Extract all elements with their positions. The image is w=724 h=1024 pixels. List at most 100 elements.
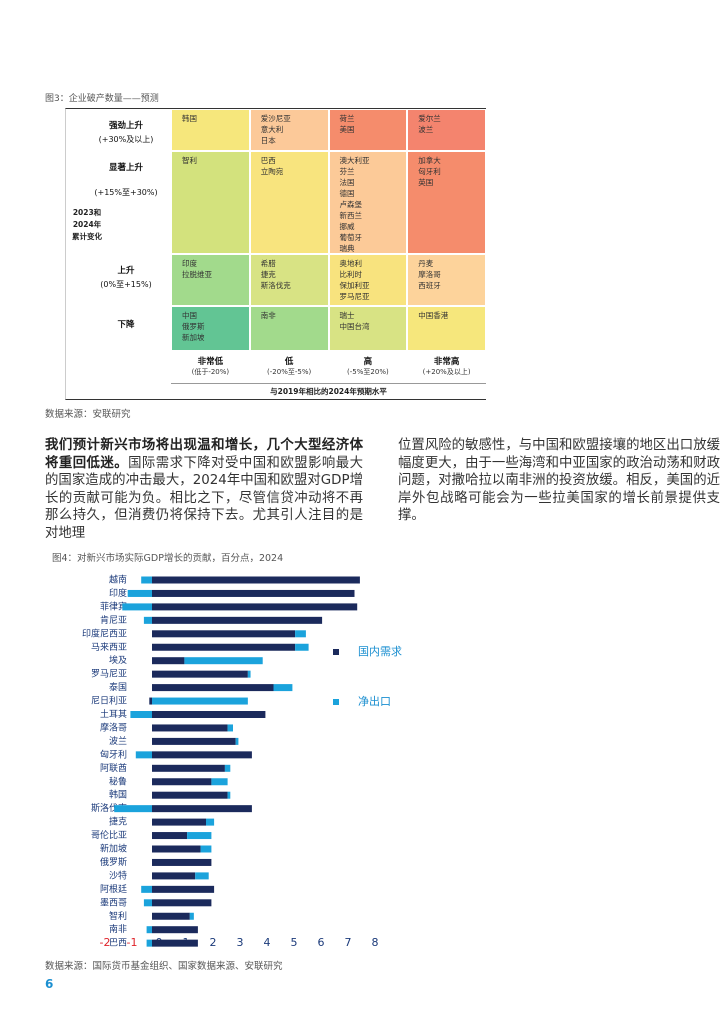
bar-segment [152,912,190,920]
column-label: 低 (-20%至-5%) [250,355,329,377]
bar-segment [152,885,215,893]
country: 新加坡 [182,333,205,342]
x-tick-label: 5 [291,936,298,949]
row-label: 显著上升 (+15%至+30%) [86,161,166,198]
country: 立陶宛 [260,167,284,176]
country: 罗马尼亚 [339,292,370,301]
x-tick-label: -2 [100,936,111,949]
x-tick-label: 7 [345,936,352,949]
country: 希腊 [260,259,276,268]
bar-segment [187,832,212,840]
body-right: 位置风险的敏感性，与中国和欧盟接壤的地区出口放缓幅度更大，由于一些海湾和中亚国家… [398,438,720,524]
x-tick-label: 2 [210,936,217,949]
bar-segment [146,939,152,947]
row-group-label: 2023和2024年累计变化 [72,208,102,241]
y-tick-label: 泰国 [109,681,127,693]
y-tick-label: 巴西 [109,938,127,949]
bar-segment [189,912,194,920]
bar-segment [152,832,188,840]
country: 巴西 [260,156,276,165]
country: 波兰 [418,125,434,134]
country: 爱沙尼亚 [260,114,291,123]
bar-segment [141,885,152,893]
y-tick-label: 土耳其 [100,708,127,720]
country: 德国 [339,189,355,198]
x-tick-label: -1 [127,936,138,949]
bar-segment [152,939,198,947]
y-tick-label: 沙特 [109,869,127,881]
bar-segment [114,805,152,813]
x-axis-title: 与2019年相比的2024年预期水平 [171,383,486,397]
y-tick-label: 阿根廷 [100,883,127,895]
bar-segment [122,603,152,611]
bar-segment [152,630,296,638]
row-label-text: 显著上升 [108,163,143,173]
bar-segment [152,737,236,745]
country: 斯洛伐克 [260,281,291,290]
bar-segment [135,751,152,759]
bar-segment [247,670,251,678]
bar-segment [152,697,248,705]
bar-segment [152,778,212,786]
legend-swatch [333,649,339,655]
bar-segment [200,845,212,853]
column-label: 高 (-5%至20%) [329,355,408,377]
bar-segment [184,657,263,665]
country: 捷克 [260,270,276,279]
column-range: (低于-20%) [191,368,230,376]
bar-segment [206,818,215,826]
bar-segment [152,899,212,907]
heatmap-table: 2023和2024年累计变化 强劲上升 (+30%及以上) 韩国 爱沙尼亚 意大利 日本 荷兰… [65,108,486,400]
column-label-text: 非常高 [433,357,460,367]
heatmap-cell: 加拿大 匈牙利 英国 [407,151,486,254]
country: 澳大利亚 [339,156,370,165]
y-tick-label: 摩洛哥 [100,721,127,733]
y-tick-label: 尼日利亚 [91,695,127,707]
heatmap-cell: 巴西 立陶宛 [249,151,329,254]
y-tick-label: 菲律宾 [100,600,127,612]
country: 意大利 [260,125,284,134]
x-tick-label: 6 [318,936,325,949]
heatmap-cell: 丹麦 摩洛哥 西班牙 [407,254,486,306]
bar-segment [146,926,152,934]
country: 加拿大 [418,156,441,165]
bar-segment [273,684,293,692]
row-label-text: 强劲上升 [108,121,143,131]
bar-segment [152,858,212,866]
bar-segment [152,805,252,813]
body-left: 我们预计新兴市场将出现温和增长，几个大型经济体将重回低迷。国际需求下降对受中国和… [45,437,363,543]
country: 卢森堡 [339,200,363,209]
bar-segment [152,657,185,665]
heatmap-cell: 澳大利亚 芬兰 法国 德国 卢森堡 新西兰 挪威 葡萄牙 瑞典 [328,151,408,254]
row-label: 下降 [86,318,166,330]
country: 西班牙 [418,281,441,290]
y-tick-label: 匈牙利 [100,748,127,760]
bar-segment [152,818,206,826]
heatmap-cell: 爱尔兰 波兰 [407,109,486,151]
y-tick-label: 波兰 [109,735,127,747]
country: 挪威 [339,222,355,231]
y-tick-label: 埃及 [109,654,127,666]
row-label: 强劲上升 (+30%及以上) [86,119,166,145]
y-tick-label: 韩国 [109,789,127,801]
bar-segment [143,616,152,624]
column-range: (+20%及以上) [422,368,471,376]
source-note: 数据来源：国际货币基金组织、国家数据来源、安联研究 [45,961,283,972]
country: 瑞典 [339,244,355,253]
bar-segment [152,589,355,597]
column-label-text: 非常低 [197,357,224,367]
bar-segment [127,589,152,597]
row-range: (+15%至+30%) [94,188,158,197]
country: 印度 [182,259,197,268]
chart: -2-1012345678越南印度菲律宾肯尼亚印度尼西亚马来西亚埃及罗马尼亚泰国… [82,574,402,950]
y-tick-label: 印度 [109,587,127,599]
bar-segment [227,724,233,732]
country: 中国 [182,311,197,320]
y-tick-label: 越南 [109,574,127,586]
heatmap-cell: 中国香港 [407,306,486,351]
bar-segment [141,576,152,584]
row-range: (+30%及以上) [98,135,154,144]
column-label-text: 高 [363,357,373,367]
bar-segment [152,684,274,692]
